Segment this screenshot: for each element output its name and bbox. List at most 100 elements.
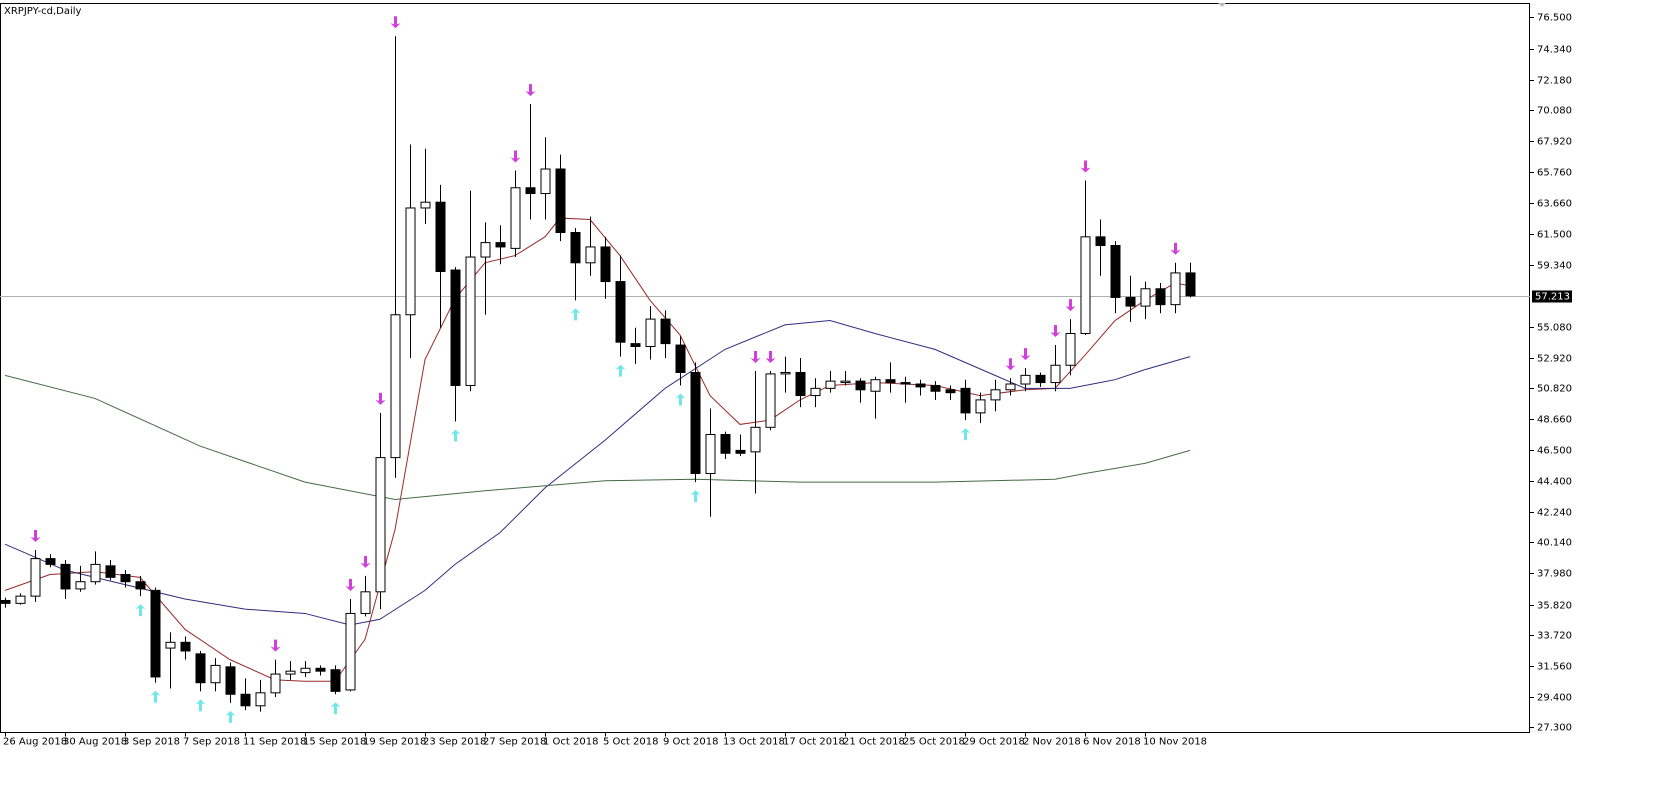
- candle-body: [90, 563, 101, 583]
- y-tick-label: 48.660: [1537, 415, 1572, 426]
- candle-body: [1125, 296, 1136, 307]
- x-tick-label: 1 Oct 2018: [543, 737, 598, 748]
- fractal-up-arrow: [195, 699, 206, 712]
- fractal-down-arrow: [270, 639, 281, 652]
- y-tick-label: 40.140: [1537, 538, 1572, 549]
- fractal-down-arrow: [1065, 299, 1076, 312]
- y-tick-label: 65.760: [1537, 168, 1572, 179]
- candle-body: [0, 599, 11, 604]
- fractal-down-arrow: [1050, 325, 1061, 338]
- candle-body: [510, 187, 521, 249]
- x-tick-label: 27 Sep 2018: [483, 737, 546, 748]
- y-tick-label: 31.560: [1537, 662, 1572, 673]
- candle-body: [390, 314, 401, 459]
- x-tick-label: 2 Nov 2018: [1023, 737, 1081, 748]
- candle-body: [720, 434, 731, 454]
- x-tick-label: 23 Sep 2018: [423, 737, 486, 748]
- x-tick-label: 3 Sep 2018: [123, 737, 180, 748]
- candle-body: [150, 589, 161, 678]
- candle-body: [660, 318, 671, 345]
- y-tick-label: 72.180: [1537, 76, 1572, 87]
- candle-body: [540, 168, 551, 195]
- candle-body: [675, 344, 686, 373]
- x-tick-label: 19 Sep 2018: [363, 737, 426, 748]
- x-tick-label: 26 Aug 2018: [3, 737, 67, 748]
- price-label: 57.213: [1535, 292, 1570, 303]
- candle-body: [990, 389, 1001, 401]
- fractal-down-arrow: [1080, 160, 1091, 173]
- candle-body: [330, 669, 341, 692]
- candle-body: [360, 591, 371, 614]
- candle-body: [1035, 374, 1046, 384]
- candle-body: [30, 558, 41, 597]
- x-tick-label: 21 Oct 2018: [843, 737, 905, 748]
- candle-body: [600, 246, 611, 283]
- candle-body: [840, 380, 851, 384]
- candle-body: [135, 581, 146, 590]
- candle-body: [1170, 272, 1181, 306]
- candle-body: [1050, 364, 1061, 384]
- fractal-up-arrow: [330, 702, 341, 715]
- candle-body: [420, 201, 431, 209]
- fractal-up-arrow: [225, 710, 236, 723]
- candle-body: [285, 670, 296, 675]
- y-tick-label: 61.500: [1537, 230, 1572, 241]
- plot-frame: [0, 3, 1530, 733]
- x-tick-label: 5 Oct 2018: [603, 737, 658, 748]
- fractal-down-arrow: [375, 392, 386, 405]
- x-tick-label: 25 Oct 2018: [903, 737, 965, 748]
- candle-body: [1005, 383, 1016, 391]
- x-tick-label: 11 Sep 2018: [243, 737, 306, 748]
- y-tick-label: 70.080: [1537, 106, 1572, 117]
- y-tick-label: 35.820: [1537, 601, 1572, 612]
- candle-body: [810, 387, 821, 397]
- fractal-down-arrow: [765, 351, 776, 364]
- y-tick-label: 52.920: [1537, 354, 1572, 365]
- candle-body: [375, 457, 386, 593]
- candle-body: [165, 641, 176, 649]
- moving-average: [4, 374, 1191, 500]
- y-tick-label: 42.240: [1537, 508, 1572, 519]
- candle-body: [585, 246, 596, 264]
- candle-body: [870, 379, 881, 392]
- candle-body: [825, 380, 836, 389]
- fractal-down-arrow: [360, 555, 371, 568]
- candle-body: [255, 692, 266, 707]
- x-tick-label: 9 Oct 2018: [663, 737, 718, 748]
- candle-body: [630, 343, 641, 347]
- candle-body: [15, 595, 26, 604]
- y-tick-label: 46.500: [1537, 446, 1572, 457]
- candle-body: [555, 168, 566, 234]
- scroll-marker: [1218, 3, 1226, 7]
- candle-body: [405, 207, 416, 316]
- candle-body: [180, 641, 191, 652]
- y-tick-label: 55.080: [1537, 323, 1572, 334]
- candle-body: [570, 232, 581, 264]
- candle-body: [750, 426, 761, 453]
- candle-body: [1020, 374, 1031, 385]
- candle-body: [855, 380, 866, 391]
- candle-body: [1140, 288, 1151, 307]
- candle-body: [900, 382, 911, 385]
- candle-body: [1185, 272, 1196, 297]
- y-tick-label: 67.920: [1537, 137, 1572, 148]
- y-tick-label: 50.820: [1537, 384, 1572, 395]
- candle-body: [960, 387, 971, 414]
- candle-body: [465, 256, 476, 386]
- chart-title: XRPJPY-cd,Daily: [4, 6, 82, 17]
- fractal-up-arrow: [960, 428, 971, 441]
- candle-body: [270, 673, 281, 694]
- candle-body: [1080, 236, 1091, 335]
- price-label-box: [1532, 290, 1572, 303]
- candle-body: [735, 449, 746, 454]
- x-tick-label: 13 Oct 2018: [723, 737, 785, 748]
- candle-body: [1155, 288, 1166, 306]
- y-tick-label: 59.340: [1537, 261, 1572, 272]
- fractal-down-arrow: [345, 579, 356, 592]
- candle-body: [120, 573, 131, 583]
- candle-body: [240, 693, 251, 707]
- candle-body: [300, 667, 311, 674]
- fractal-up-arrow: [690, 490, 701, 503]
- candle-body: [930, 384, 941, 392]
